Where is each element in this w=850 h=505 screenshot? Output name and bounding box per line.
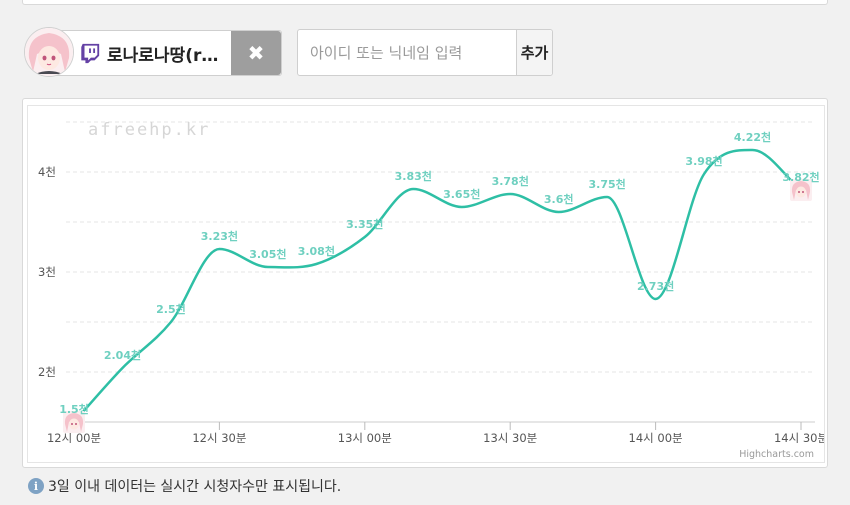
data-label: 1.5천 xyxy=(59,402,89,416)
x-tick-label: 14시 00분 xyxy=(629,431,683,445)
avatar-marker[interactable] xyxy=(790,179,812,201)
search-input[interactable] xyxy=(298,30,516,75)
data-label: 3.78천 xyxy=(492,174,529,188)
watermark: afreehp.kr xyxy=(88,120,210,140)
data-label: 3.08천 xyxy=(298,244,335,258)
series-line xyxy=(73,148,802,423)
data-label: 3.82천 xyxy=(782,170,819,184)
streamer-search-box: 추가 xyxy=(297,29,553,76)
data-label: 3.75천 xyxy=(589,177,626,191)
data-label: 3.65천 xyxy=(443,187,480,201)
x-tick-label: 13시 00분 xyxy=(338,431,392,445)
x-tick-label: 12시 30분 xyxy=(192,431,246,445)
y-tick-label: 4천 xyxy=(38,165,56,179)
data-label: 2.04천 xyxy=(104,348,141,362)
y-tick-label: 3천 xyxy=(38,265,56,279)
data-label: 3.83천 xyxy=(395,169,432,183)
info-notice: i 3일 이내 데이터는 실시간 시청자수만 표시됩니다. xyxy=(28,476,341,496)
selected-streamer-chip: 로나로나땅(r… ✖ xyxy=(24,27,282,77)
previous-card-bottom xyxy=(22,0,828,5)
chart-card: 2천 3천 4천 12시 00분 12시 30분 13시 00분 13시 30분 14시 00… xyxy=(22,98,828,468)
avatar-marker[interactable] xyxy=(63,411,85,433)
data-label: 4.22천 xyxy=(734,130,771,144)
twitch-icon xyxy=(81,43,100,64)
data-label: 3.35천 xyxy=(346,217,383,231)
highcharts-credits[interactable]: Highcharts.com xyxy=(739,449,814,460)
data-label: 3.98천 xyxy=(685,154,722,168)
streamer-chip-body: 로나로나땅(r… ✖ xyxy=(54,30,282,76)
add-streamer-button[interactable]: 추가 xyxy=(516,30,552,75)
viewer-line-chart: 2천 3천 4천 12시 00분 12시 30분 13시 00분 13시 30분 14시 00… xyxy=(38,120,824,460)
data-label: 2.73천 xyxy=(637,279,674,293)
streamer-avatar xyxy=(24,27,74,77)
streamer-name: 로나로나땅(r… xyxy=(107,45,219,66)
data-label: 3.23천 xyxy=(201,229,238,243)
info-icon: i xyxy=(28,478,44,494)
data-label: 3.05천 xyxy=(249,247,286,261)
x-tick-label: 14시 30분 xyxy=(774,431,824,445)
y-tick-label: 2천 xyxy=(38,365,56,379)
chart-container: 2천 3천 4천 12시 00분 12시 30분 13시 00분 13시 30분 14시 00… xyxy=(27,105,825,463)
x-tick-label: 13시 30분 xyxy=(483,431,537,445)
remove-streamer-button[interactable]: ✖ xyxy=(231,31,281,75)
x-tick-label: 12시 00분 xyxy=(47,431,101,445)
info-text: 3일 이내 데이터는 실시간 시청자수만 표시됩니다. xyxy=(48,479,342,495)
data-label: 2.5천 xyxy=(156,302,186,316)
data-label: 3.6천 xyxy=(544,192,574,206)
